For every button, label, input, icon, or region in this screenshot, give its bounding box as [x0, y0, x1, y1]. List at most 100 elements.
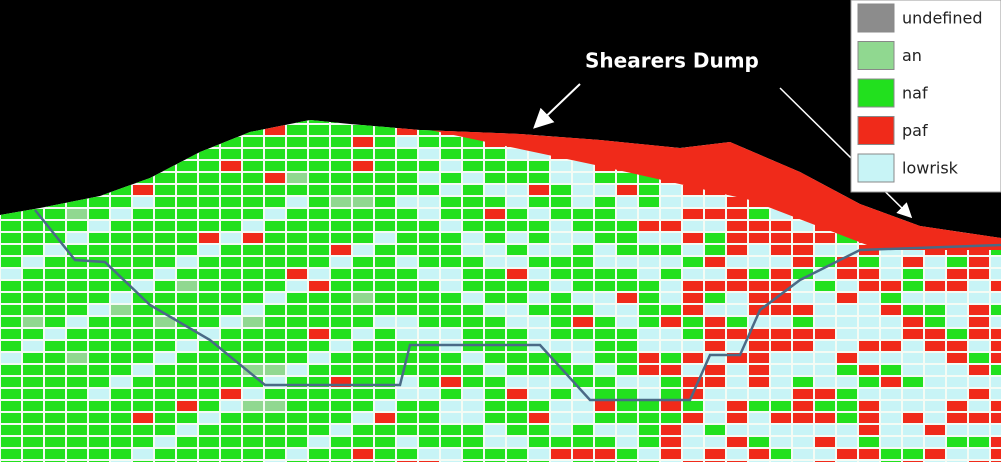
- block: [969, 341, 989, 351]
- block: [309, 173, 329, 183]
- block: [419, 293, 439, 303]
- block: [529, 257, 549, 267]
- block: [661, 185, 681, 195]
- block: [67, 425, 87, 435]
- block: [23, 305, 43, 315]
- block: [221, 149, 241, 159]
- block: [67, 413, 87, 423]
- block: [177, 329, 197, 339]
- block: [89, 197, 109, 207]
- block: [661, 377, 681, 387]
- block: [133, 197, 153, 207]
- block: [419, 329, 439, 339]
- block: [529, 185, 549, 195]
- block: [595, 233, 615, 243]
- block: [639, 353, 659, 363]
- block: [177, 401, 197, 411]
- block: [991, 425, 1001, 435]
- block: [397, 449, 417, 459]
- block: [265, 329, 285, 339]
- block: [353, 365, 373, 375]
- block: [89, 281, 109, 291]
- block: [969, 449, 989, 459]
- block: [353, 449, 373, 459]
- block: [309, 377, 329, 387]
- block: [859, 365, 879, 375]
- block: [551, 281, 571, 291]
- block: [639, 305, 659, 315]
- block: [507, 449, 527, 459]
- block: [1, 209, 21, 219]
- block: [133, 425, 153, 435]
- block: [441, 233, 461, 243]
- block: [969, 401, 989, 411]
- block: [265, 269, 285, 279]
- block: [67, 317, 87, 327]
- block: [639, 317, 659, 327]
- block: [507, 389, 527, 399]
- block: [793, 353, 813, 363]
- block: [507, 197, 527, 207]
- block: [969, 413, 989, 423]
- block: [793, 449, 813, 459]
- block: [155, 413, 175, 423]
- block: [419, 305, 439, 315]
- block: [881, 257, 901, 267]
- block: [353, 221, 373, 231]
- block: [441, 137, 461, 147]
- block: [287, 377, 307, 387]
- block: [529, 365, 549, 375]
- block: [705, 209, 725, 219]
- block: [573, 161, 593, 171]
- block: [727, 281, 747, 291]
- block: [155, 305, 175, 315]
- block: [1, 425, 21, 435]
- block: [397, 377, 417, 387]
- block: [529, 221, 549, 231]
- block: [881, 353, 901, 363]
- block: [991, 269, 1001, 279]
- block: [551, 185, 571, 195]
- block: [45, 209, 65, 219]
- block: [397, 269, 417, 279]
- block: [67, 197, 87, 207]
- block: [463, 233, 483, 243]
- block: [1, 341, 21, 351]
- block: [441, 449, 461, 459]
- block: [727, 401, 747, 411]
- block: [375, 245, 395, 255]
- legend-label: lowrisk: [902, 159, 959, 178]
- block: [595, 185, 615, 195]
- block: [661, 329, 681, 339]
- block: [199, 305, 219, 315]
- block: [837, 449, 857, 459]
- block: [23, 281, 43, 291]
- block: [485, 281, 505, 291]
- block: [683, 437, 703, 447]
- block: [485, 353, 505, 363]
- block: [881, 389, 901, 399]
- block: [243, 329, 263, 339]
- block: [529, 233, 549, 243]
- block: [199, 245, 219, 255]
- block: [573, 293, 593, 303]
- block: [639, 389, 659, 399]
- block: [419, 281, 439, 291]
- block: [111, 353, 131, 363]
- block: [111, 233, 131, 243]
- block: [331, 293, 351, 303]
- block: [133, 269, 153, 279]
- block: [551, 197, 571, 207]
- block: [397, 125, 417, 135]
- block: [89, 233, 109, 243]
- block: [661, 269, 681, 279]
- block: [617, 317, 637, 327]
- block: [771, 401, 791, 411]
- block: [155, 377, 175, 387]
- block: [177, 269, 197, 279]
- block: [1, 401, 21, 411]
- block: [155, 353, 175, 363]
- block: [639, 413, 659, 423]
- block: [639, 221, 659, 231]
- block: [573, 401, 593, 411]
